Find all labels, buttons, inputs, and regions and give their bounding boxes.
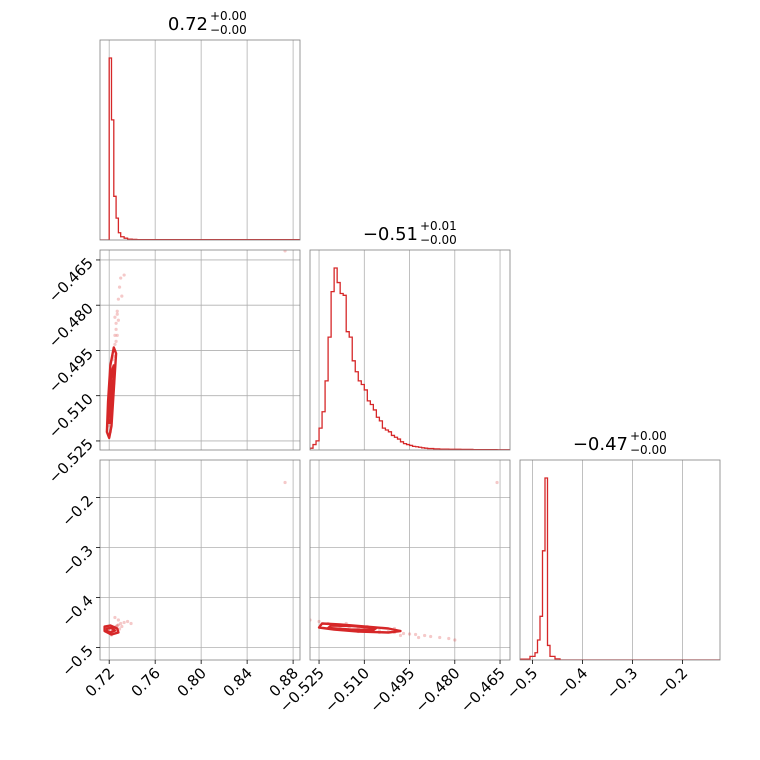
x-tick-label: −0.495 <box>366 664 418 716</box>
param-title-1: −0.51 +0.01−0.00 <box>363 219 457 247</box>
y-tick-label: −0.525 <box>45 435 97 487</box>
density-panel-0-2 <box>99 459 301 661</box>
sample-point <box>114 339 118 344</box>
param-title-0: 0.72 +0.00−0.00 <box>168 9 247 37</box>
sample-point <box>119 621 123 626</box>
y-tick-label: −0.495 <box>45 345 97 397</box>
sample-point <box>113 342 117 347</box>
param-title-plus: +0.00 <box>210 9 247 23</box>
param-title-value: 0.72 <box>168 14 208 35</box>
density-panel-0-1 <box>99 249 301 451</box>
x-tick-label: −0.3 <box>603 664 641 702</box>
histogram-panel-2 <box>519 459 721 661</box>
sample-point <box>115 312 119 316</box>
sample-point <box>283 480 287 485</box>
param-title-plus: +0.01 <box>420 219 457 233</box>
param-title-value: −0.51 <box>363 224 418 245</box>
x-tick-label: 0.80 <box>174 664 210 700</box>
sample-point <box>398 633 403 638</box>
sample-point <box>115 333 119 337</box>
x-tick-label: 0.72 <box>82 664 118 700</box>
panel-border <box>519 459 721 661</box>
panel-border <box>309 459 511 661</box>
sample-point <box>447 636 451 641</box>
y-tick-label: −0.510 <box>45 390 97 442</box>
sample-point <box>423 633 427 638</box>
histogram-step-line <box>100 57 300 240</box>
sample-point <box>401 631 406 636</box>
param-title-plus: +0.00 <box>630 429 667 443</box>
sample-point <box>495 480 499 485</box>
sample-point <box>317 619 321 624</box>
histogram-step-line <box>520 477 720 660</box>
sample-point <box>120 294 124 298</box>
x-tick-label: −0.4 <box>553 664 591 702</box>
y-tick-label: −0.3 <box>58 542 96 580</box>
sample-point <box>117 285 122 289</box>
sample-point <box>129 621 133 626</box>
sample-point <box>125 619 130 624</box>
panel-border <box>99 459 301 661</box>
panel-border <box>309 249 511 451</box>
x-tick-label: −0.465 <box>457 664 509 716</box>
param-title-value: −0.47 <box>573 434 628 455</box>
histogram-panel-0 <box>99 39 301 241</box>
param-title-minus: −0.00 <box>420 233 457 247</box>
density-contour <box>105 626 117 634</box>
sample-point <box>122 273 126 277</box>
x-tick-label: −0.5 <box>503 664 541 702</box>
y-tick-label: −0.4 <box>58 592 96 630</box>
sample-point <box>113 315 117 319</box>
panel-border <box>99 39 301 241</box>
density-contour <box>103 624 120 636</box>
x-tick-label: 0.76 <box>128 664 164 700</box>
sample-point <box>114 327 118 331</box>
histogram-panel-1 <box>309 249 511 451</box>
sample-point <box>113 333 117 337</box>
x-tick-label: −0.510 <box>321 664 373 716</box>
x-tick-label: −0.2 <box>653 664 691 702</box>
sample-point <box>413 632 418 637</box>
sample-point <box>115 309 119 313</box>
param-title-minus: −0.00 <box>210 23 247 37</box>
sample-point <box>115 623 119 628</box>
sample-point <box>116 318 120 322</box>
sample-point <box>429 634 433 639</box>
density-contour <box>107 379 113 419</box>
sample-point <box>438 635 442 640</box>
y-tick-label: −0.480 <box>45 299 97 351</box>
sample-point <box>116 623 120 627</box>
x-tick-label: −0.480 <box>412 664 464 716</box>
y-tick-label: −0.5 <box>58 642 96 680</box>
y-tick-label: −0.2 <box>58 492 96 530</box>
panel-border <box>99 249 301 451</box>
sample-point <box>107 424 111 428</box>
sample-point <box>122 620 126 625</box>
sample-point <box>113 615 117 620</box>
sample-point <box>416 635 421 640</box>
sample-point <box>119 276 123 280</box>
param-title-minus: −0.00 <box>630 443 667 457</box>
histogram-step-line <box>310 267 510 450</box>
density-contour <box>326 624 378 632</box>
sample-point <box>114 321 118 325</box>
sample-point <box>453 638 457 642</box>
y-tick-label: −0.465 <box>45 254 97 306</box>
x-tick-label: 0.84 <box>220 664 256 700</box>
density-panel-1-2 <box>309 459 511 661</box>
sample-point <box>116 618 120 622</box>
sample-point <box>407 632 412 636</box>
sample-point <box>283 250 287 253</box>
sample-point <box>116 297 120 301</box>
param-title-2: −0.47 +0.00−0.00 <box>573 429 667 457</box>
sample-point <box>120 624 124 629</box>
